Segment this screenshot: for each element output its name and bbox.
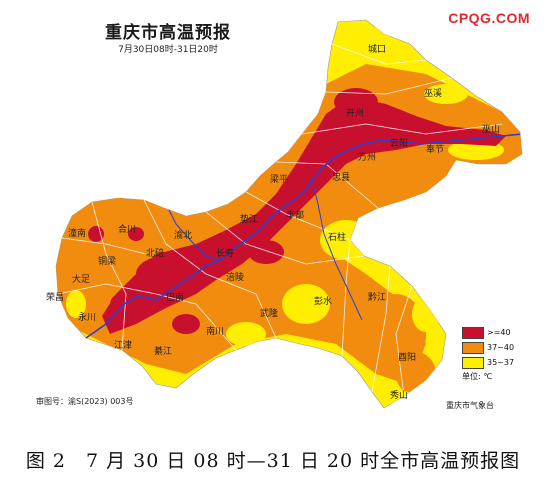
label-wushan: 巫山 [482, 124, 500, 135]
legend-swatch [462, 341, 484, 354]
map-approval-number: 审图号：渝S(2023) 003号 [36, 397, 134, 406]
legend-label: 35~37 [487, 358, 515, 367]
place-labels: 城口 巫溪 巫山 奉节 云阳 开州 万州 梁平 垫江 忠县 石柱 丰都 长寿 涪… [46, 44, 500, 401]
label-pengshui: 彭水 [314, 295, 332, 307]
label-changshou: 长寿 [216, 247, 234, 259]
figure-caption: 图 2 7 月 30 日 08 时—31 日 20 时全市高温预报图 [25, 450, 521, 472]
wu-river [311, 179, 363, 321]
legend-label: >=40 [487, 328, 511, 337]
label-wanzhou: 万州 [358, 152, 376, 163]
label-tongnan: 潼南 [68, 227, 86, 239]
label-chengkou: 城口 [368, 44, 386, 55]
label-dianjiang: 垫江 [240, 213, 258, 225]
legend-swatch [462, 326, 484, 339]
legend-label: 37~40 [487, 343, 515, 352]
label-yongchuan: 永川 [78, 311, 96, 323]
legend: >=40 37~40 35~37 单位: ℃ [462, 326, 536, 382]
label-liangping: 梁平 [270, 173, 288, 185]
label-tongliang: 铜梁 [98, 255, 116, 267]
label-qijiang: 綦江 [154, 345, 172, 357]
label-hechuan: 合川 [118, 223, 136, 235]
map-panel: 城口 巫溪 巫山 奉节 云阳 开州 万州 梁平 垫江 忠县 石柱 丰都 长寿 涪… [6, 4, 540, 434]
label-wulong: 武隆 [260, 307, 278, 319]
legend-item: 37~40 [462, 341, 536, 354]
zone-ge-40 [88, 88, 506, 334]
chongqing-map: 城口 巫溪 巫山 奉节 云阳 开州 万州 梁平 垫江 忠县 石柱 丰都 长寿 涪… [46, 19, 523, 409]
label-dazu: 大足 [72, 273, 90, 285]
label-youyang: 酉阳 [398, 352, 416, 363]
label-qianjiang: 黔江 [368, 291, 386, 303]
label-kaizhou: 开州 [346, 108, 364, 119]
jialing-river [165, 203, 221, 261]
legend-item: >=40 [462, 326, 536, 339]
label-beibei: 北碚 [146, 247, 164, 259]
legend-item: 35~37 [462, 356, 536, 369]
map-title: 重庆市高温预报 [105, 23, 231, 43]
label-xiushan: 秀山 [390, 389, 408, 401]
label-yunyang: 云阳 [390, 138, 408, 149]
watermark: CPQG.COM [448, 10, 530, 26]
issuer-label: 重庆市气象台 [446, 401, 494, 410]
label-nanchuan: 南川 [206, 325, 224, 337]
label-wuxi: 巫溪 [424, 87, 442, 99]
legend-swatch [462, 356, 484, 369]
legend-unit: 单位: ℃ [462, 372, 493, 381]
label-yubei: 渝北 [174, 229, 192, 241]
label-fengdu: 丰都 [286, 209, 304, 221]
yangtze-river [85, 133, 522, 339]
label-zhongxian: 忠县 [332, 172, 350, 183]
label-fuling: 涪陵 [226, 271, 244, 283]
label-fengjie: 奉节 [426, 143, 444, 155]
map-subtitle: 7月30日08时-31日20时 [118, 45, 218, 55]
label-rongchang: 荣昌 [46, 291, 64, 303]
district-boundaries [57, 43, 503, 397]
label-shizhu: 石柱 [328, 231, 346, 243]
label-jiangjin: 江津 [114, 340, 132, 351]
label-banan: 巴南 [166, 291, 184, 303]
